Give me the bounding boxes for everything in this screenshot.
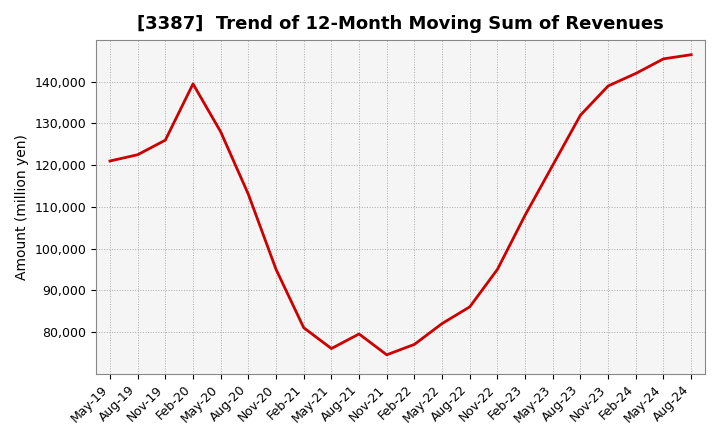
Title: [3387]  Trend of 12-Month Moving Sum of Revenues: [3387] Trend of 12-Month Moving Sum of R…: [138, 15, 664, 33]
Y-axis label: Amount (million yen): Amount (million yen): [15, 134, 29, 280]
